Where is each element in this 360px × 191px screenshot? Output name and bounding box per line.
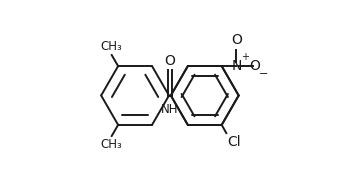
Text: N: N: [231, 59, 242, 73]
Text: −: −: [259, 69, 269, 79]
Text: NH: NH: [161, 103, 179, 116]
Text: CH₃: CH₃: [101, 40, 122, 53]
Text: O: O: [249, 59, 260, 73]
Text: CH₃: CH₃: [101, 138, 122, 151]
Text: +: +: [241, 52, 249, 62]
Text: O: O: [231, 33, 242, 47]
Text: O: O: [165, 54, 176, 68]
Text: Cl: Cl: [227, 135, 241, 149]
